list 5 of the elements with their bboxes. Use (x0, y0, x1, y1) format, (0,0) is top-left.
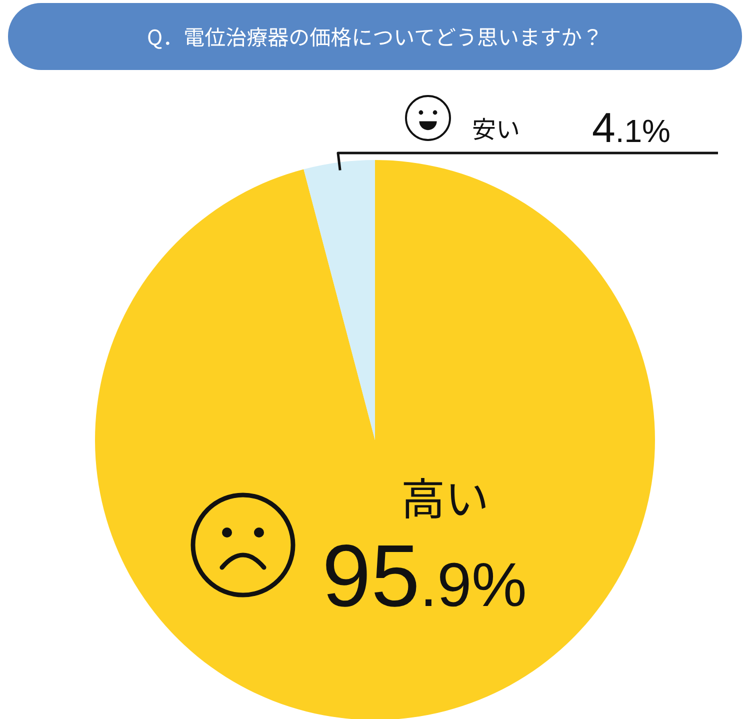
chart-title: Q．電位治療器の価格についてどう思いますか？ (147, 22, 603, 52)
slice-label: 高い (401, 464, 489, 528)
data-label: 95.9% (322, 526, 527, 625)
slice-label: 安い (472, 110, 520, 145)
data-label: 4.1% (592, 104, 670, 151)
